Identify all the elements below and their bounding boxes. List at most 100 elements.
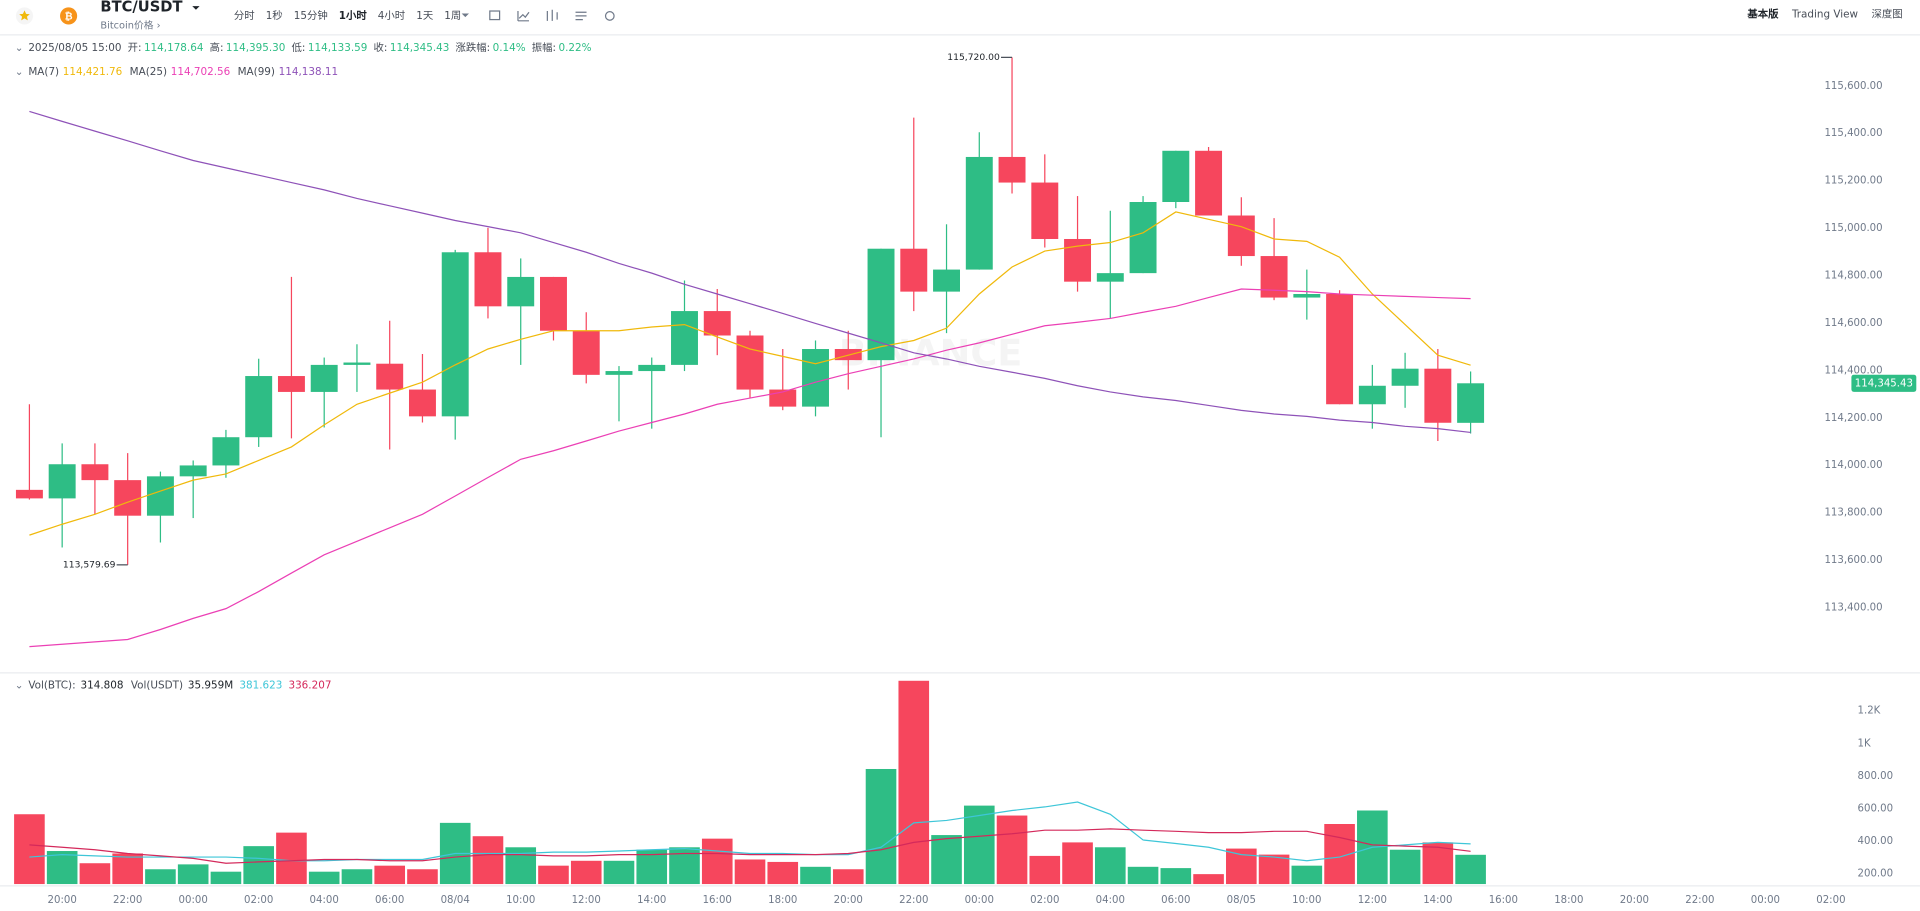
ohlc-info: ⌄ 2025/08/05 15:00 开: 114,178.64 高: 114,395.3…: [15, 41, 592, 54]
low-annotation: 113,579.69: [63, 559, 116, 570]
candle-body: [1096, 273, 1124, 282]
volume-bar: [472, 836, 504, 885]
symbol[interactable]: BTC/USDT: [100, 0, 182, 15]
view-switch: 基本版 Trading View 深度图: [1746, 8, 1902, 21]
y-tick-label: 114,600.00: [1824, 318, 1882, 329]
volume-bar: [14, 814, 45, 885]
vol-tick-label: 800.00: [1858, 771, 1894, 782]
view-option[interactable]: Trading View: [1791, 9, 1859, 21]
symbol-subtitle[interactable]: Bitcoin价格 ›: [100, 19, 160, 32]
vol-quote-name: Vol(USDT): [131, 680, 183, 692]
vol-tick-label: 400.00: [1858, 836, 1894, 847]
icon[interactable]: [575, 11, 587, 21]
x-tick-label: 10:00: [506, 895, 535, 906]
vol-tick-label: 200.00: [1858, 868, 1894, 879]
coin-symbol: ₿: [65, 12, 73, 23]
x-tick-label: 04:00: [1096, 895, 1125, 906]
y-tick-label: 113,400.00: [1824, 602, 1882, 613]
candle-body: [1162, 150, 1190, 203]
view-option[interactable]: 深度图: [1872, 8, 1903, 21]
volume-bar: [210, 871, 242, 885]
volume-bar: [1422, 842, 1454, 885]
plot: 113,400.00 113,600.00 113,800.00 114,000.00…: [14, 52, 1917, 906]
volume-bar: [1094, 847, 1126, 885]
vol-ma-value: 381.623: [239, 680, 282, 692]
candle-body: [474, 252, 502, 307]
candle-body: [867, 248, 895, 361]
interval[interactable]: 1周: [444, 10, 461, 22]
ma-name: MA(7): [28, 66, 59, 78]
vol-name: Vol(BTC):: [28, 680, 75, 692]
vol-tick-label: 1.2K: [1858, 706, 1881, 717]
y-tick-label: 114,400.00: [1824, 365, 1882, 376]
info-label: 涨跌幅:: [456, 41, 491, 54]
volume-bar: [931, 835, 962, 885]
x-tick-label: 20:00: [48, 895, 77, 906]
vol-value: 314.808: [81, 680, 124, 692]
interval[interactable]: 15分钟: [294, 9, 328, 22]
x-tick-label: 04:00: [310, 895, 339, 906]
volume-bar: [407, 869, 438, 885]
ma-line: [29, 288, 1471, 648]
interval[interactable]: 1秒: [266, 9, 283, 22]
vol-ma-line: [29, 828, 1471, 864]
volume-bar: [341, 869, 373, 885]
candle-body: [1391, 368, 1419, 386]
interval-dropdown[interactable]: [461, 13, 469, 18]
candle-body: [1031, 182, 1059, 239]
interval[interactable]: 1天: [416, 10, 434, 22]
volume-bar: [1226, 848, 1257, 885]
info-value: 0.14%: [493, 42, 526, 54]
x-tick-label: 02:00: [244, 895, 273, 906]
y-tick-label: 115,200.00: [1824, 176, 1882, 187]
volume-bar: [603, 860, 635, 885]
y-tick-label: 114,200.00: [1824, 413, 1882, 424]
candle-body: [605, 371, 633, 375]
candle-body: [1457, 383, 1485, 423]
collapse: ⌄: [15, 42, 24, 54]
x-tick-label: 10:00: [1292, 895, 1321, 906]
volume-bar: [112, 853, 143, 885]
icon[interactable]: [546, 9, 558, 21]
info-value: 114,345.43: [390, 42, 450, 54]
ma-value: 114,702.56: [171, 66, 231, 78]
info-label: 振幅:: [532, 41, 556, 54]
y-tick-label: 113,800.00: [1824, 508, 1882, 519]
info-label: 开:: [128, 42, 142, 54]
candle-body: [1195, 150, 1223, 216]
collapse: ⌄: [15, 680, 24, 692]
volume-bar: [79, 863, 111, 885]
candle-body: [245, 376, 273, 438]
y-tick-label: 115,000.00: [1824, 223, 1882, 234]
candle-body: [310, 364, 338, 392]
candle-body: [441, 252, 469, 417]
candle-body: [933, 269, 960, 292]
ma-name: MA(25): [130, 66, 167, 78]
volume-bar: [308, 871, 340, 885]
interval[interactable]: 1小时: [339, 9, 368, 22]
candle-body: [769, 389, 797, 407]
icon[interactable]: [517, 11, 530, 22]
volume-bar: [669, 847, 700, 885]
candle-body: [1227, 215, 1255, 257]
x-tick-label: 14:00: [1423, 895, 1452, 906]
x-tick-label: 00:00: [965, 895, 994, 906]
view-option[interactable]: 基本版: [1746, 8, 1779, 21]
icon[interactable]: [604, 11, 615, 21]
x-tick-label: 00:00: [1751, 895, 1780, 906]
interval[interactable]: 分时: [234, 10, 255, 22]
vol-tick-label: 1K: [1858, 738, 1871, 749]
vol-tick-label: 600.00: [1858, 803, 1894, 814]
date: 2025/08/05 15:00: [28, 42, 121, 54]
volume-bar: [701, 838, 733, 885]
vol-quote-value: 35.959M: [188, 680, 233, 692]
symbol-dropdown[interactable]: [192, 6, 200, 10]
x-tick-label: 18:00: [768, 895, 797, 906]
interval[interactable]: 4小时: [378, 10, 405, 22]
candle-body: [343, 362, 371, 365]
volume-bar: [1455, 854, 1486, 885]
icon[interactable]: [489, 10, 501, 21]
candle-body: [81, 464, 109, 481]
